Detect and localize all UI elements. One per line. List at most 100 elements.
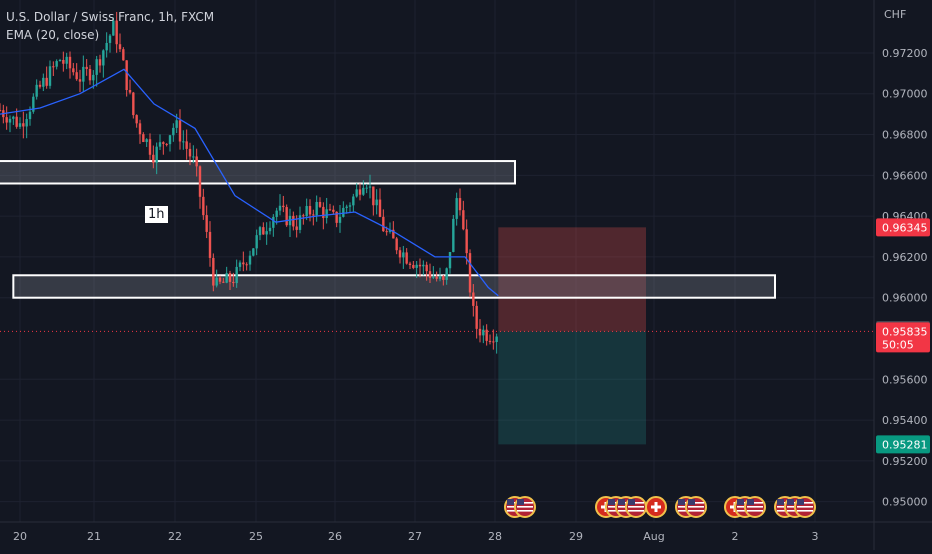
candle-body xyxy=(322,206,325,219)
candle-body xyxy=(148,139,152,155)
time-tick-label: 26 xyxy=(328,530,342,543)
candle-body xyxy=(438,276,442,279)
stop-loss-zone xyxy=(498,227,646,332)
candle-body xyxy=(472,292,475,306)
zone-rectangle-1 xyxy=(0,160,516,185)
candle-body xyxy=(335,211,338,223)
indicator-label[interactable]: EMA (20, close) xyxy=(6,28,100,42)
candle-body xyxy=(242,262,245,265)
candle-body xyxy=(8,118,12,123)
candle-body xyxy=(188,148,192,157)
candle-body xyxy=(395,238,398,251)
candle-body xyxy=(388,229,392,232)
time-tick-label: 20 xyxy=(13,530,27,543)
candle-body xyxy=(145,139,148,143)
candle-body xyxy=(212,257,215,286)
candle-body xyxy=(482,329,485,336)
take-profit-price-badge: 0.95281 xyxy=(882,438,928,451)
candle-body xyxy=(462,210,465,230)
candle-body xyxy=(282,205,285,208)
take-profit-zone xyxy=(498,331,646,445)
candle-body xyxy=(95,59,98,75)
price-tick-label: 0.95000 xyxy=(882,496,928,509)
us-flag-icon xyxy=(625,496,647,518)
candle-body xyxy=(275,210,278,217)
candle-body xyxy=(125,60,128,91)
candle-body xyxy=(238,262,242,267)
candle-body xyxy=(312,214,315,216)
candle-body xyxy=(62,59,65,64)
candle-body xyxy=(452,218,455,252)
candle-body xyxy=(158,142,162,147)
candle-body xyxy=(422,264,425,267)
candle-body xyxy=(492,341,495,343)
candle-body xyxy=(88,69,92,81)
candle-body xyxy=(25,119,28,127)
candle-body xyxy=(425,264,428,272)
candle-body xyxy=(478,328,482,336)
candle-body xyxy=(75,72,78,80)
candle-body xyxy=(268,227,272,232)
time-tick-label: 28 xyxy=(488,530,502,543)
price-axis-currency: CHF xyxy=(884,8,907,21)
price-tick-label: 0.96800 xyxy=(882,129,928,142)
candle-body xyxy=(385,231,388,233)
candle-body xyxy=(92,74,95,81)
candle-body xyxy=(308,206,312,215)
candle-body xyxy=(362,187,365,195)
candle-body xyxy=(122,49,125,61)
candle-body xyxy=(205,215,208,232)
zone-rectangle-2 xyxy=(12,274,777,299)
stop-loss-price-badge-bg xyxy=(876,218,930,237)
candle-body xyxy=(98,59,102,66)
candle-body xyxy=(338,216,342,223)
ema-line xyxy=(0,68,499,297)
candle-body xyxy=(272,216,275,228)
price-tick-label: 0.97000 xyxy=(882,88,928,101)
candle-body xyxy=(405,252,408,264)
candle-body xyxy=(115,20,118,45)
time-tick-label: 27 xyxy=(408,530,422,543)
candle-body xyxy=(412,264,415,268)
candle-body xyxy=(378,199,382,217)
candle-body xyxy=(72,68,75,73)
candle-body xyxy=(285,207,288,226)
candle-body xyxy=(85,66,88,70)
price-tick-label: 0.96000 xyxy=(882,292,928,305)
candle-body xyxy=(435,276,438,279)
candle-body xyxy=(488,340,492,342)
candle-body xyxy=(142,134,145,143)
candle-body xyxy=(355,189,358,197)
take-profit-price-badge-bg xyxy=(876,435,930,454)
candle-body xyxy=(382,216,385,232)
price-tick-label: 0.97200 xyxy=(882,47,928,60)
candle-body xyxy=(495,336,498,343)
candle-body xyxy=(328,209,332,211)
candle-body xyxy=(132,92,135,116)
price-tick-label: 0.95400 xyxy=(882,414,928,427)
price-tick-label: 0.95600 xyxy=(882,373,928,386)
candle-body xyxy=(252,248,255,256)
candle-body xyxy=(315,201,318,216)
candle-body xyxy=(82,66,85,82)
candle-body xyxy=(375,199,378,206)
candle-body xyxy=(0,110,2,112)
candle-body xyxy=(348,205,352,207)
candle-body xyxy=(42,77,45,87)
time-tick-label: 22 xyxy=(168,530,182,543)
candle-body xyxy=(302,215,305,217)
candle-body xyxy=(78,79,82,82)
candle-body xyxy=(182,141,185,143)
candle-body xyxy=(408,263,412,265)
candle-body xyxy=(12,116,15,119)
symbol-title[interactable]: U.S. Dollar / Swiss Franc, 1h, FXCM xyxy=(6,10,215,24)
us-flag-icon xyxy=(744,496,766,518)
us-flag-icon xyxy=(685,496,707,518)
candle-body xyxy=(372,186,375,206)
candle-body xyxy=(172,127,175,136)
candle-body xyxy=(108,35,112,43)
candle-body xyxy=(432,276,435,278)
candle-body xyxy=(35,84,38,97)
